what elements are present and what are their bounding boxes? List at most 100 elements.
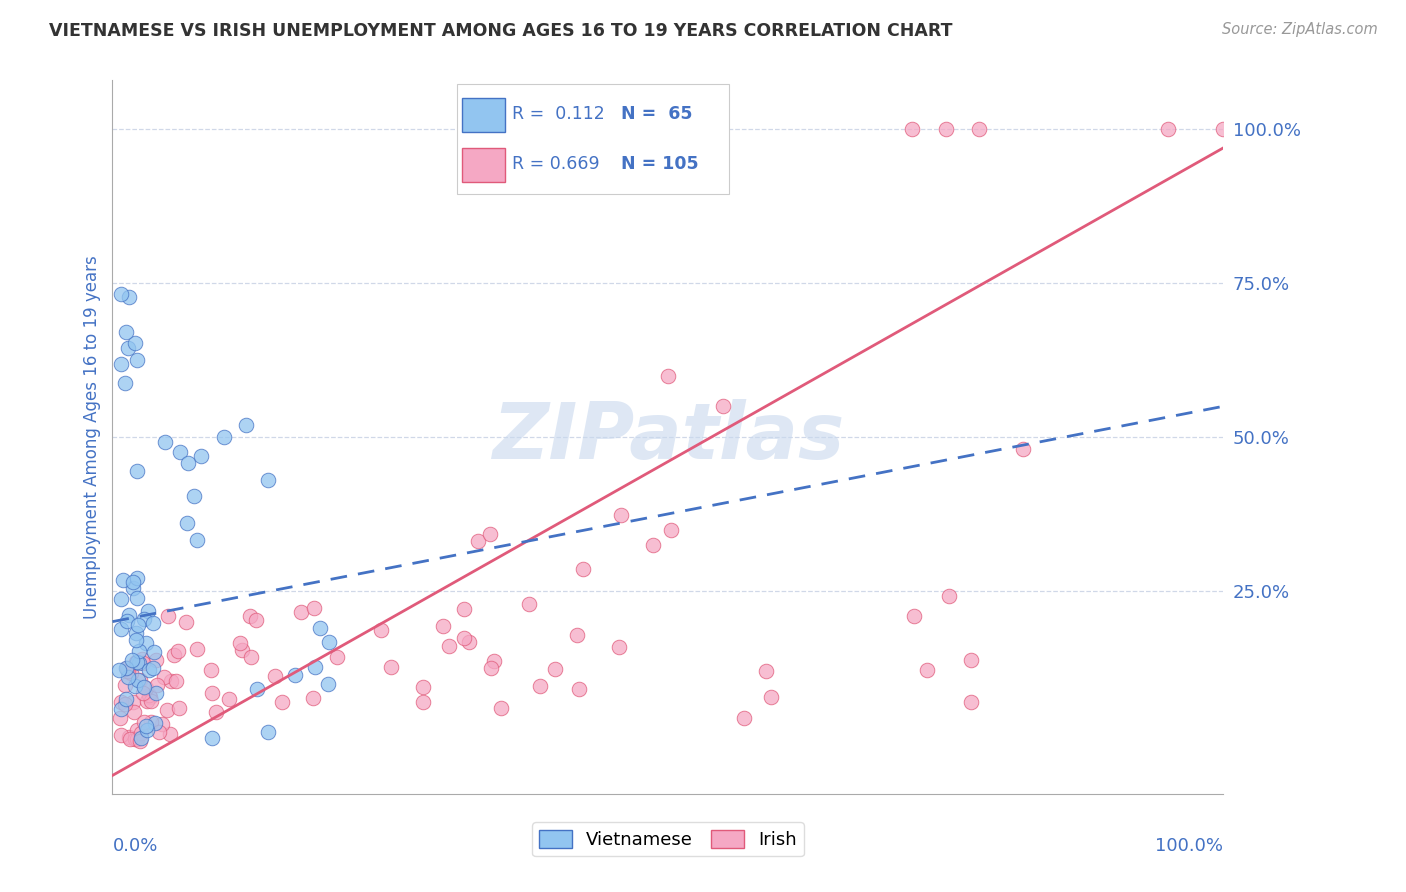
Point <box>517 597 540 611</box>
Point <box>145 686 167 700</box>
Point <box>118 730 141 744</box>
Point <box>153 670 176 684</box>
Point <box>755 664 778 678</box>
Point <box>316 677 339 691</box>
Point <box>544 662 567 676</box>
Point <box>127 655 149 669</box>
Point <box>135 636 157 650</box>
Point <box>412 681 434 695</box>
Point <box>110 286 132 301</box>
Point <box>142 615 165 630</box>
Point <box>118 290 141 304</box>
Point <box>110 623 132 637</box>
Point <box>938 589 960 603</box>
Point <box>212 430 235 444</box>
Point <box>120 665 142 680</box>
Point <box>143 716 166 731</box>
Point <box>264 669 287 683</box>
Point <box>301 691 323 706</box>
Point <box>110 592 132 607</box>
Point <box>246 682 269 697</box>
Point <box>302 601 325 615</box>
Point <box>131 731 153 746</box>
Point <box>165 673 187 688</box>
Point <box>245 613 267 627</box>
Point <box>138 663 160 677</box>
Point <box>142 661 165 675</box>
Point <box>139 690 162 704</box>
Point <box>138 688 160 702</box>
Text: N = 105: N = 105 <box>621 155 699 173</box>
Point <box>935 122 957 136</box>
Point <box>1156 122 1178 136</box>
Point <box>304 660 326 674</box>
Point <box>115 661 138 675</box>
Point <box>318 634 340 648</box>
Point <box>659 523 682 537</box>
Point <box>114 326 136 340</box>
Point <box>131 652 153 666</box>
Point <box>960 653 983 667</box>
Text: 0.0%: 0.0% <box>112 837 157 855</box>
Point <box>157 609 180 624</box>
Point <box>148 725 170 739</box>
Point <box>128 644 150 658</box>
Point <box>479 526 502 541</box>
Point <box>167 701 190 715</box>
Point <box>571 562 593 576</box>
Point <box>129 726 152 740</box>
Point <box>412 695 434 709</box>
Point <box>437 639 460 653</box>
Point <box>127 673 149 687</box>
Point <box>915 663 938 677</box>
Point <box>370 624 392 638</box>
Point <box>127 618 149 632</box>
Point <box>115 614 138 628</box>
Point <box>135 719 157 733</box>
Point <box>177 456 200 470</box>
Point <box>121 653 143 667</box>
Point <box>160 673 183 688</box>
Point <box>124 731 146 746</box>
Point <box>169 445 191 459</box>
Point <box>326 649 349 664</box>
Point <box>453 632 475 646</box>
Point <box>139 714 162 729</box>
Point <box>231 642 253 657</box>
Point <box>380 660 402 674</box>
Point <box>128 657 150 671</box>
Point <box>122 695 145 709</box>
Point <box>565 628 588 642</box>
Point <box>118 608 141 623</box>
Point <box>150 717 173 731</box>
Point <box>959 695 981 709</box>
Point <box>121 581 143 595</box>
Point <box>190 449 212 463</box>
Point <box>657 368 679 383</box>
Text: R = 0.669: R = 0.669 <box>512 155 600 173</box>
Point <box>125 591 148 605</box>
Point <box>257 725 280 739</box>
Point <box>132 680 155 694</box>
Point <box>201 731 224 745</box>
Point <box>129 673 152 687</box>
Text: 100.0%: 100.0% <box>1156 837 1223 855</box>
FancyBboxPatch shape <box>463 148 505 182</box>
Point <box>239 609 262 624</box>
Point <box>176 615 198 629</box>
Text: N =  65: N = 65 <box>621 105 693 123</box>
Text: R =  0.112: R = 0.112 <box>512 105 605 123</box>
Point <box>136 723 159 737</box>
Point <box>125 656 148 670</box>
Point <box>901 122 924 136</box>
Point <box>1012 442 1035 457</box>
Point <box>136 693 159 707</box>
Point <box>733 711 755 725</box>
Point <box>114 697 136 711</box>
Point <box>124 679 146 693</box>
Point <box>257 473 280 487</box>
Point <box>124 626 146 640</box>
Point <box>125 723 148 737</box>
Point <box>479 661 502 675</box>
Point <box>270 695 292 709</box>
